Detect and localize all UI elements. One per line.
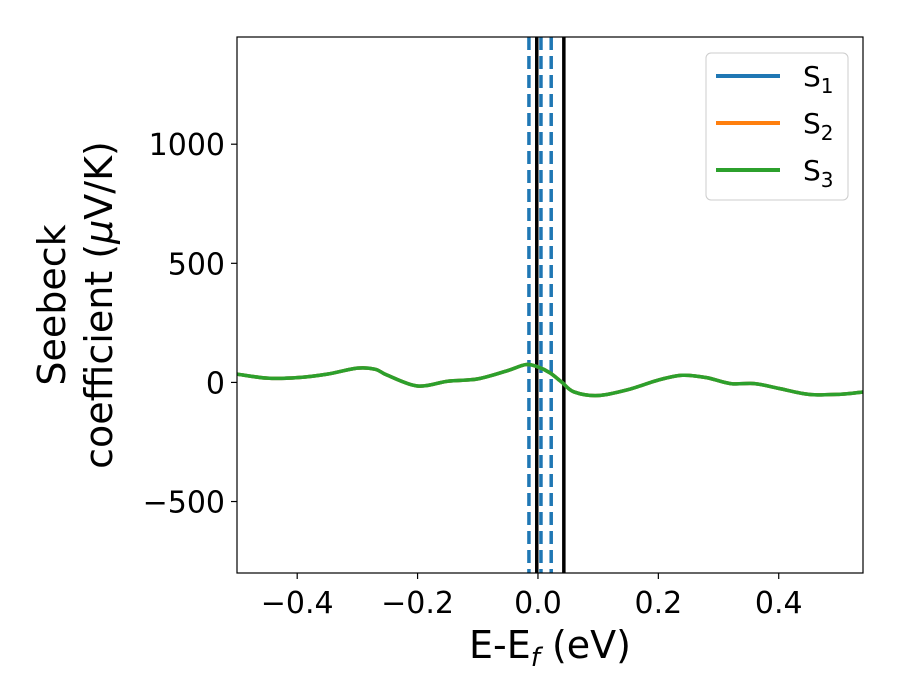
x-axis-ticks: −0.4 −0.2 0.0 0.2 0.4 — [261, 573, 803, 621]
legend-label-3: S3 — [803, 154, 834, 192]
x-axis-title: E-Ef (eV) — [469, 623, 631, 673]
y-axis-ticks: −500 0 500 1000 — [143, 128, 237, 521]
x-tick-label: 0.0 — [514, 586, 562, 621]
legend-label-1: S1 — [803, 60, 834, 98]
y-axis-title-line2: coefficient (μV/K) — [77, 141, 121, 469]
axes-frame — [236, 36, 864, 574]
vertical-reference-lines — [527, 37, 566, 573]
legend: S1 S2 S3 — [705, 52, 849, 201]
x-tick-label: 0.4 — [755, 586, 803, 621]
y-tick-label: 1000 — [149, 128, 225, 163]
x-tick-label: −0.4 — [261, 586, 334, 621]
plot-area — [237, 37, 863, 573]
series-line-3 — [237, 362, 863, 398]
legend-box — [705, 52, 849, 201]
x-tick-label: 0.2 — [634, 586, 682, 621]
legend-label-2: S2 — [803, 107, 834, 145]
y-tick-label: 0 — [206, 366, 225, 401]
x-tick-label: −0.2 — [381, 586, 454, 621]
y-tick-label: 500 — [168, 247, 225, 282]
series-lines — [237, 362, 863, 398]
y-axis-title: Seebeck coefficient (μV/K) — [30, 141, 121, 469]
y-axis-title-line1: Seebeck — [30, 224, 74, 385]
y-tick-label: −500 — [143, 486, 225, 521]
